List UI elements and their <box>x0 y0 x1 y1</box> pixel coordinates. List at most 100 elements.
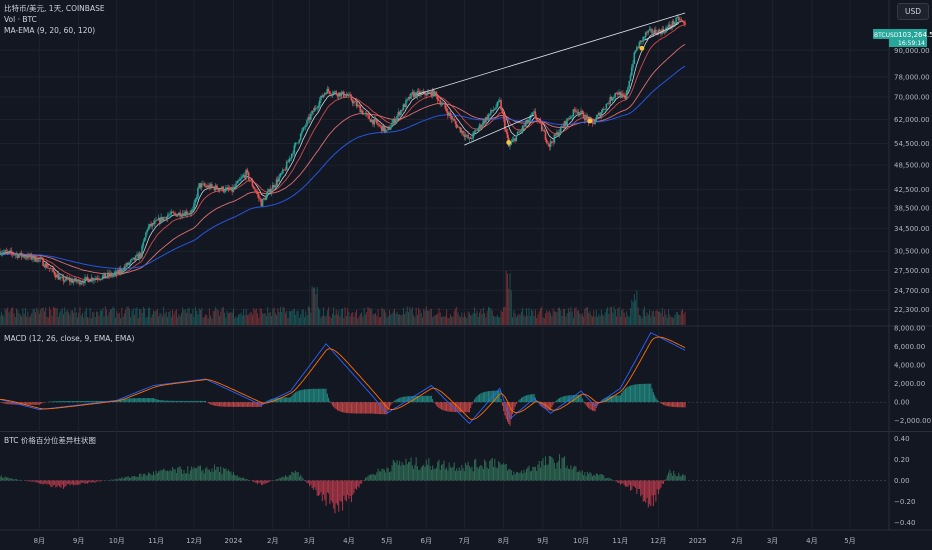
percentile-bar <box>297 472 299 481</box>
candle-body <box>648 29 651 31</box>
candle-body <box>16 254 19 258</box>
candle-body <box>143 237 146 242</box>
volume-bar <box>575 307 577 325</box>
candle-body <box>205 186 208 188</box>
percentile-bar <box>508 468 510 481</box>
candle-body <box>22 255 24 257</box>
candle-body <box>271 185 274 190</box>
macd-hist-bar <box>385 402 387 415</box>
percentile-bar <box>583 475 585 481</box>
volume-bar <box>64 307 66 325</box>
volume-bar <box>574 308 576 325</box>
percentile-bar <box>311 480 313 488</box>
candle-body <box>665 27 667 33</box>
volume-bar <box>201 308 203 325</box>
macd-hist-bar <box>439 402 441 409</box>
macd-hist-bar <box>150 398 152 403</box>
candle-body <box>297 142 299 144</box>
candle-body <box>364 113 367 114</box>
macd-hist-bar <box>60 401 62 403</box>
macd-hist-bar <box>7 402 9 405</box>
volume-bar <box>283 307 285 325</box>
percentile-bar <box>343 480 345 496</box>
macd-hist-bar <box>54 401 56 403</box>
macd-hist-bar <box>624 388 626 403</box>
volume-bar <box>234 318 236 325</box>
volume-bar <box>358 316 360 325</box>
candle-body <box>28 254 30 258</box>
percentile-bar <box>369 474 371 481</box>
macd-hist-bar <box>442 402 444 411</box>
price-candles[interactable] <box>0 14 686 287</box>
volume-bar <box>285 313 286 325</box>
percentile-bar <box>387 468 389 481</box>
candle-body <box>651 29 653 34</box>
volume-bar <box>618 307 620 325</box>
volume-bar <box>391 313 393 325</box>
macd-pane[interactable] <box>0 331 888 426</box>
candle-body <box>167 215 170 216</box>
candle-body <box>115 271 118 275</box>
macd-hist-bar <box>578 394 580 403</box>
macd-hist-bar <box>153 398 155 403</box>
percentile-bar <box>640 480 642 497</box>
macd-hist-bar <box>526 395 528 403</box>
macd-hist-bar <box>307 389 309 403</box>
ema-9-line <box>0 21 686 283</box>
candle-body <box>340 92 343 97</box>
candle-body <box>499 100 501 102</box>
candle-body <box>76 281 79 282</box>
candle-body <box>407 97 410 100</box>
candle-body <box>181 213 184 217</box>
volume-bar <box>89 307 91 325</box>
percentile-bar <box>206 466 208 481</box>
candle-body <box>633 52 636 64</box>
percentile-pane[interactable] <box>0 454 888 514</box>
percentile-bar <box>656 480 658 490</box>
volume-bar <box>160 313 162 325</box>
macd-hist-bar <box>51 401 53 403</box>
percentile-bar <box>498 461 500 481</box>
macd-hist-bar <box>329 400 331 403</box>
candle-body <box>25 257 28 259</box>
macd-hist-bar <box>297 390 299 403</box>
candle-body <box>331 94 334 95</box>
currency-button[interactable]: USD <box>897 3 929 20</box>
time-tick-label: 12月 <box>650 537 666 545</box>
percentile-bar <box>338 480 340 512</box>
macd-hist-bar <box>363 402 365 414</box>
percentile-bar <box>179 466 181 481</box>
macd-hist-bar <box>560 397 562 403</box>
macd-hist-bar <box>240 402 242 407</box>
macd-hist-bar <box>432 399 434 403</box>
candle-body <box>482 120 485 125</box>
candle-body <box>188 213 190 214</box>
macd-tick-label: 8,000.00 <box>894 325 925 333</box>
percentile-bar <box>591 476 593 481</box>
macd-hist-bar <box>390 402 392 406</box>
macd-hist-bar <box>95 400 97 403</box>
candle-body <box>549 141 552 147</box>
volume-bar <box>11 308 12 325</box>
candle-body <box>471 138 473 139</box>
macd-hist-bar <box>614 395 616 403</box>
volume-bar <box>148 308 149 325</box>
macd-hist-bar <box>617 395 619 403</box>
candle-body <box>434 91 436 97</box>
candle-body <box>563 121 566 127</box>
percentile-bar <box>151 475 153 481</box>
percentile-bar <box>597 473 599 481</box>
macd-hist-bar <box>29 402 31 405</box>
macd-hist-bar <box>413 395 415 403</box>
candle-body <box>417 91 420 92</box>
time-tick-label: 9月 <box>73 537 84 545</box>
percentile-bar <box>112 479 114 481</box>
volume-bar <box>272 308 274 325</box>
percentile-bar <box>263 480 265 484</box>
macd-hist-bar <box>683 402 685 408</box>
macd-hist-bar <box>75 400 77 403</box>
macd-hist-bar <box>619 395 621 403</box>
percentile-bar <box>608 477 610 481</box>
volume-bar <box>220 311 222 325</box>
